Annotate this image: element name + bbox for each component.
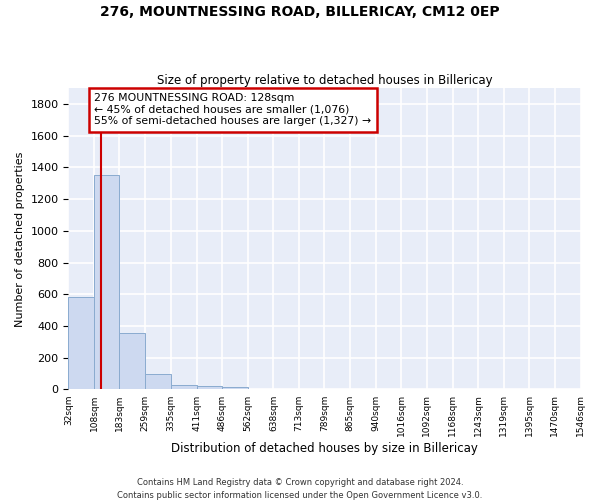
Bar (222, 387, 248, 390)
Bar (197, 386, 222, 390)
Bar (171, 384, 197, 390)
Bar (94, 174, 119, 390)
Text: Contains HM Land Registry data © Crown copyright and database right 2024.
Contai: Contains HM Land Registry data © Crown c… (118, 478, 482, 500)
Bar (145, 374, 171, 390)
Bar (119, 333, 145, 390)
Title: Size of property relative to detached houses in Billericay: Size of property relative to detached ho… (157, 74, 492, 87)
Text: 276 MOUNTNESSING ROAD: 128sqm
← 45% of detached houses are smaller (1,076)
55% o: 276 MOUNTNESSING ROAD: 128sqm ← 45% of d… (94, 93, 371, 126)
Text: 276, MOUNTNESSING ROAD, BILLERICAY, CM12 0EP: 276, MOUNTNESSING ROAD, BILLERICAY, CM12… (100, 5, 500, 19)
Y-axis label: Number of detached properties: Number of detached properties (15, 151, 25, 326)
X-axis label: Distribution of detached houses by size in Billericay: Distribution of detached houses by size … (171, 442, 478, 455)
Bar (68, 298, 94, 390)
